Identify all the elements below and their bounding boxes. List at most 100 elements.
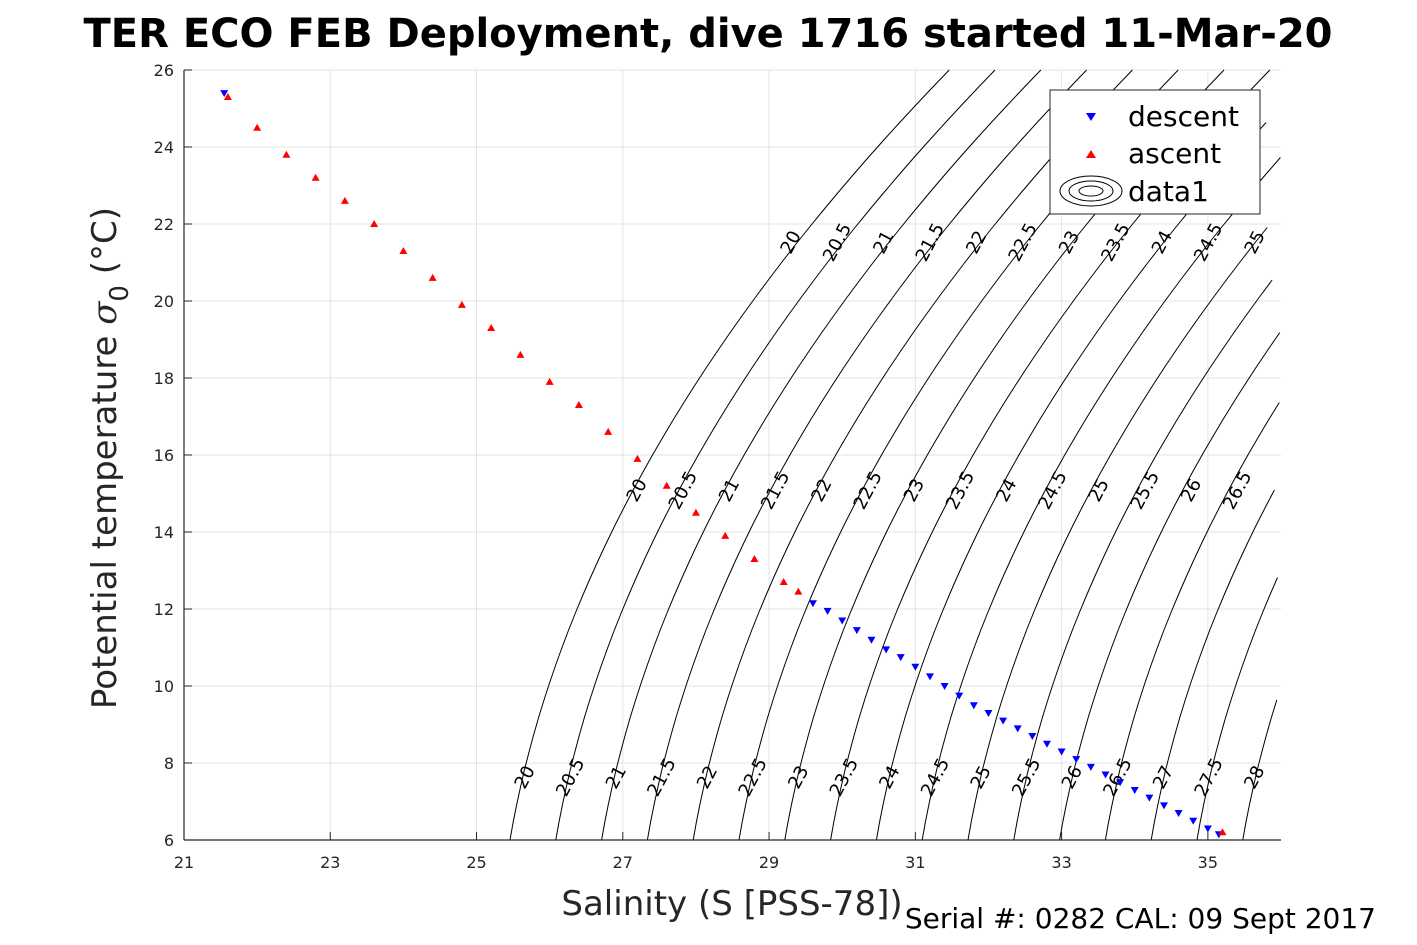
serial-footer: Serial #: 0282 CAL: 09 Sept 2017 [905, 902, 1376, 935]
ascent-point [370, 220, 379, 227]
y-tick-label: 12 [154, 600, 174, 619]
contour-line [555, 69, 996, 841]
descent-point [955, 692, 964, 700]
ascent-point [721, 531, 730, 539]
x-tick-label: 27 [613, 853, 633, 872]
descent-point [852, 627, 861, 635]
ascent-point [633, 454, 642, 462]
y-axis-title-symbol: σ [85, 301, 125, 325]
descent-point [940, 683, 949, 690]
contour-line [692, 69, 1133, 841]
descent-point [1203, 825, 1212, 833]
legend: descent ascent data1 [1049, 89, 1261, 215]
ascent-point [487, 323, 496, 331]
y-tick-label: 14 [154, 523, 174, 542]
ascent-point [750, 554, 759, 562]
legend-data1-label: data1 [1128, 175, 1209, 208]
x-tick-label: 25 [466, 853, 486, 872]
descent-point [1116, 779, 1125, 787]
y-tick-label: 20 [154, 292, 174, 311]
contour-line [875, 122, 1267, 841]
y-tick-label: 6 [164, 831, 174, 850]
y-tick-label: 8 [164, 754, 174, 773]
y-axis-title: Potential temperature σ0 (°C) [85, 207, 135, 709]
y-axis-title-unit: (°C) [85, 207, 125, 285]
descent-point [220, 90, 229, 98]
descent-point [1028, 733, 1037, 741]
data-series [220, 90, 1227, 839]
x-tick-label: 29 [759, 853, 779, 872]
x-axis-title: Salinity (S [PSS-78]) [561, 884, 902, 924]
ascent-point [340, 196, 349, 204]
grid [183, 69, 1281, 841]
y-tick-label: 18 [154, 369, 174, 388]
legend-data1-marker [1059, 175, 1123, 207]
x-tick-label: 35 [1198, 853, 1218, 872]
y-axis-title-subscript: 0 [105, 285, 135, 302]
legend-ascent-marker [1086, 150, 1096, 158]
ascent-point [662, 481, 671, 489]
descent-point [1130, 786, 1139, 794]
legend-box [1049, 89, 1261, 215]
descent-point [1042, 740, 1051, 748]
descent-point [969, 702, 978, 710]
y-tick-label: 26 [154, 61, 174, 80]
ascent-point [1218, 828, 1227, 836]
y-axis-title-main: Potential temperature [85, 325, 125, 709]
ascent-point [574, 400, 583, 408]
legend-descent-marker [1086, 113, 1096, 121]
descent-point [1174, 810, 1183, 818]
descent-point [1189, 817, 1198, 825]
contour-line [1104, 402, 1280, 841]
ascent-point [779, 578, 788, 586]
contour-line [509, 69, 950, 841]
descent-point [1159, 802, 1168, 810]
x-tick-label: 21 [174, 853, 194, 872]
ascent-point [457, 300, 466, 308]
chart-title: TER ECO FEB Deployment, dive 1716 starte… [83, 11, 1332, 57]
ascent-point [253, 123, 262, 131]
y-tick-label: 16 [154, 446, 174, 465]
contour-line [1059, 332, 1281, 841]
contour-line [1150, 489, 1275, 841]
x-tick-label: 23 [320, 853, 340, 872]
ascent-point [399, 246, 408, 254]
contour-line [1242, 699, 1278, 841]
ascent-point [223, 92, 232, 100]
ascent-point [794, 587, 803, 595]
descent-point [867, 636, 876, 644]
contour-line [601, 69, 1042, 841]
descent-point [823, 607, 832, 615]
legend-ascent-label: ascent [1128, 137, 1221, 170]
descent-point [1145, 794, 1154, 802]
descent-point [896, 654, 905, 662]
ascent-point [428, 273, 437, 281]
descent-point [1101, 771, 1110, 779]
tick-labels: 21 23 25 27 29 31 33 35 6 8 10 12 14 16 18 20 22 24 26 [154, 61, 1218, 872]
ascent-point [311, 173, 320, 181]
ascent-point [282, 150, 291, 158]
descent-point [882, 646, 891, 654]
contour-line [967, 227, 1268, 841]
descent-point [1086, 763, 1095, 771]
x-tick-label: 31 [905, 853, 925, 872]
descent-point [1013, 725, 1022, 733]
descent-point [911, 663, 920, 671]
descent-point [1072, 756, 1081, 764]
y-tick-label: 10 [154, 677, 174, 696]
ascent-point [691, 508, 700, 516]
descent-point [808, 600, 817, 608]
ascent-point [516, 350, 525, 358]
x-tick-label: 33 [1051, 853, 1071, 872]
descent-point [1057, 748, 1066, 756]
descent-point [999, 717, 1008, 725]
y-tick-label: 22 [154, 215, 174, 234]
ascent-point [604, 427, 613, 435]
contour-line [1196, 577, 1278, 841]
y-tick-label: 24 [154, 138, 174, 157]
contour-line [921, 157, 1281, 841]
contour-line [646, 69, 1087, 841]
contour-line [1013, 279, 1273, 841]
descent-point [838, 617, 847, 625]
